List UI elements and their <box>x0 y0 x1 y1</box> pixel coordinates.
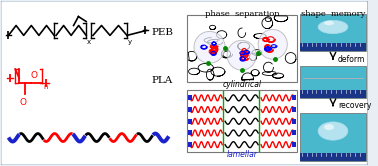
Bar <box>188 95 192 100</box>
Text: shape  memory: shape memory <box>301 10 365 18</box>
Text: recovery: recovery <box>338 101 371 110</box>
Circle shape <box>194 31 225 63</box>
Bar <box>188 119 192 124</box>
Bar <box>300 43 366 51</box>
Bar <box>292 95 296 100</box>
Text: deform: deform <box>338 55 365 64</box>
Bar <box>292 142 296 147</box>
Text: PEB: PEB <box>151 28 173 37</box>
FancyBboxPatch shape <box>187 15 297 82</box>
Circle shape <box>227 40 256 70</box>
Text: phase  separation: phase separation <box>205 10 279 18</box>
Bar <box>188 142 192 147</box>
Text: x: x <box>87 39 91 45</box>
Ellipse shape <box>318 122 348 140</box>
Bar <box>188 130 192 135</box>
Bar <box>292 119 296 124</box>
Ellipse shape <box>324 124 334 130</box>
FancyBboxPatch shape <box>1 1 368 165</box>
Bar <box>300 153 366 161</box>
Circle shape <box>258 29 287 59</box>
Bar <box>300 90 366 98</box>
Bar <box>188 107 192 112</box>
Text: n: n <box>43 84 48 90</box>
Text: PLA: PLA <box>151 76 172 84</box>
FancyBboxPatch shape <box>187 90 297 152</box>
Ellipse shape <box>324 21 334 25</box>
Bar <box>292 130 296 135</box>
Bar <box>300 113 366 161</box>
Text: y: y <box>128 39 132 45</box>
Text: O: O <box>30 71 37 80</box>
Ellipse shape <box>318 20 348 34</box>
Text: O: O <box>20 98 26 107</box>
Text: lamellar: lamellar <box>227 150 257 159</box>
Bar <box>300 66 366 98</box>
Bar <box>300 14 366 51</box>
Bar <box>292 107 296 112</box>
Text: cylindrical: cylindrical <box>223 80 262 89</box>
